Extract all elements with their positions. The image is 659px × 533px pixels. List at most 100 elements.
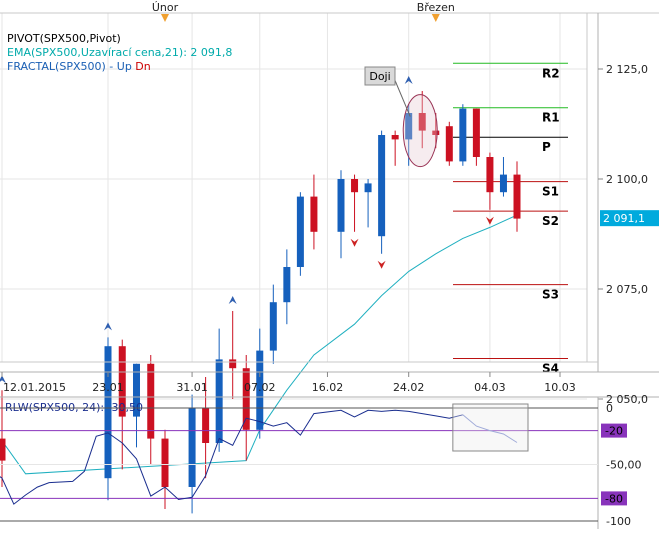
candle-body (269, 302, 277, 351)
candle-25.02 (418, 91, 426, 149)
candle-body (283, 267, 291, 303)
candle-20.02 (378, 130, 386, 254)
pivot-levels: R2 R1 P S1 S2 S3 S4 (453, 62, 568, 376)
candle-body (188, 407, 196, 487)
candle-23.01 (104, 337, 112, 501)
fractal-down-marker (350, 238, 359, 247)
pivot-label-r2: R2 (542, 66, 560, 80)
date-tick-label: 12.01.2015 (3, 381, 66, 394)
candle-body (472, 108, 480, 157)
candle-03.02 (202, 377, 210, 479)
candle-body (0, 438, 6, 461)
candle-19.02 (364, 179, 372, 228)
date-tick-label: 31.01 (176, 381, 208, 394)
candle-body (229, 359, 237, 369)
last-price-badge (600, 210, 659, 227)
candle-body (364, 183, 372, 193)
legend-fractal-dn: Dn (132, 60, 151, 73)
month-label: Únor (152, 1, 179, 14)
candle-12.01 (0, 390, 6, 487)
fractal-up-marker (228, 296, 237, 304)
candle-03.03 (472, 108, 480, 166)
candle-05.02 (229, 311, 237, 399)
indicator-legend: PIVOT(SPX500,Pivot)EMA(SPX500,Uzavírací … (7, 32, 232, 73)
rlw-level-badge (601, 491, 627, 506)
date-tick-label: 24.02 (393, 381, 425, 394)
candle-body (351, 179, 359, 193)
candle-body (486, 157, 494, 193)
pivot-label-s3: S3 (542, 288, 559, 302)
rlw-tick-label: 0 (606, 402, 613, 415)
legend-entry: FRACTAL(SPX500) - Up Dn (7, 60, 151, 73)
rlw-indicator-panel: RLW(SPX500, 24): -30,50 0-50,00-100-20-80 (0, 401, 641, 528)
doji-callout-box (364, 66, 396, 86)
candle-body (391, 135, 399, 140)
candle-13.02 (310, 174, 318, 250)
candle-17.02 (337, 170, 345, 259)
candle-02.03 (459, 104, 467, 166)
fractal-up-marker (0, 375, 6, 384)
price-tick-label: 2 125,0 (606, 63, 648, 76)
rlw-tick-label: -100 (606, 515, 631, 528)
candle-body (310, 196, 318, 232)
candle-body (202, 407, 210, 443)
candle-24.02 (405, 104, 413, 166)
doji-annotation: Doji (364, 66, 438, 168)
candle-body (499, 174, 507, 193)
month-markers: Únor Březen (152, 1, 455, 22)
fractal-down-marker (377, 260, 386, 269)
candle-28.01 (147, 355, 155, 465)
fractal-down-marker (485, 216, 494, 225)
candle-02.02 (188, 394, 196, 514)
candle-23.02 (391, 130, 399, 166)
legend-entry-text: FRACTAL(SPX500) - (7, 60, 113, 73)
candle-26.01 (118, 339, 126, 470)
legend-entry-text: PIVOT(SPX500,Pivot) (7, 32, 121, 45)
price-axis: 2 125,0 2 100,0 2 075,0 2 050,0 2 091,1 (598, 63, 659, 406)
date-tick-label: 07.02 (244, 381, 276, 394)
rlw-tick-label: -50,00 (606, 459, 641, 472)
main-panel-frame (0, 12, 659, 398)
candle-body (459, 108, 467, 162)
candle-27.01 (133, 363, 140, 448)
candle-06.03 (513, 161, 521, 232)
pivot-label-s2: S2 (542, 214, 559, 228)
date-tick-label: 16.02 (312, 381, 344, 394)
candle-body (296, 196, 304, 267)
candle-09.02 (256, 328, 264, 439)
rlw-line (0, 409, 463, 505)
candle-29.01 (161, 429, 169, 509)
price-tick-label: 2 075,0 (606, 283, 648, 296)
legend-entry: EMA(SPX500,Uzavírací cena,21): 2 091,8 (7, 46, 232, 59)
candle-body (133, 363, 140, 417)
date-tick-label: 04.03 (474, 381, 506, 394)
rlw-level-label: -80 (605, 492, 623, 505)
last-price-label: 2 091,1 (603, 212, 645, 225)
rlw-level-badge (601, 423, 627, 438)
candlestick-series (0, 91, 521, 514)
month-label: Březen (417, 1, 455, 14)
month-marker-icon (161, 14, 169, 22)
date-axis: 12.01.2015 23.01 31.01 07.02 16.02 24.02 04.03… (1, 372, 576, 394)
pivot-label-s1: S1 (542, 185, 559, 199)
candle-27.02 (445, 121, 453, 166)
legend-entry-text: EMA(SPX500,Uzavírací cena,21): 2 091,8 (7, 46, 232, 59)
candle-11.02 (283, 249, 291, 325)
legend-entry: PIVOT(SPX500,Pivot) (7, 32, 121, 45)
candle-04.03 (486, 152, 494, 210)
legend-fractal-up: Up (113, 60, 132, 73)
candle-body (242, 368, 250, 430)
candle-18.02 (351, 174, 359, 232)
candle-body (147, 363, 155, 439)
price-tick-label: 2 100,0 (606, 173, 648, 186)
candle-body (161, 438, 169, 487)
date-tick-label: 23.01 (92, 381, 124, 394)
doji-highlight-ellipse (402, 94, 438, 168)
candle-04.02 (215, 328, 223, 452)
candle-body (432, 130, 440, 135)
fractal-up-marker (104, 322, 112, 331)
candle-body (104, 346, 112, 479)
doji-callout-line (393, 77, 411, 117)
